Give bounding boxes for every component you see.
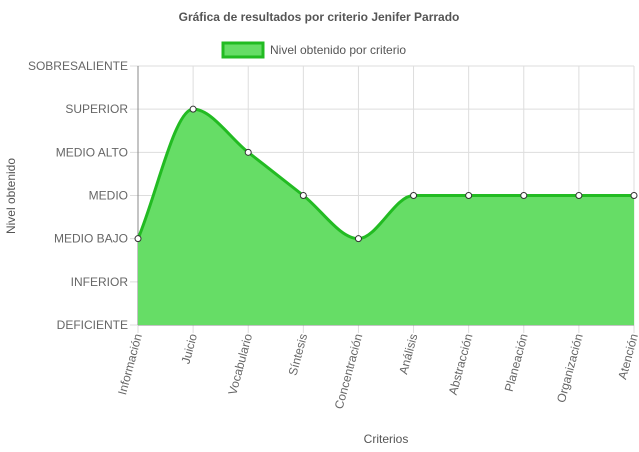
legend-swatch[interactable] (221, 41, 265, 59)
data-point-Síntesis[interactable] (299, 192, 307, 199)
y-tick-label: DEFICIENTE (57, 318, 128, 332)
y-tick-label: SUPERIOR (65, 102, 128, 116)
x-tick-label: Vocabulario (225, 332, 255, 397)
x-tick-label: Organización (554, 332, 586, 404)
x-tick-labels: Información Juicio Vocabulario Síntesis Conc… (115, 332, 639, 411)
data-point-Análisis[interactable] (410, 192, 418, 199)
x-axis-label: Criterios (364, 432, 409, 446)
x-tick-label: Concentración (332, 332, 366, 410)
x-tick-label: Planeación (502, 332, 531, 393)
y-tick-label: INFERIOR (71, 275, 129, 289)
x-tick-label: Atención (615, 332, 639, 381)
data-point-Organización[interactable] (575, 192, 583, 199)
y-tick-labels: DEFICIENTE INFERIOR MEDIO BAJO MEDIO MEDIO A… (28, 59, 128, 332)
y-tick-label: SOBRESALIENTE (28, 59, 128, 73)
series-line (136, 107, 634, 241)
data-point-Abstracción[interactable] (465, 192, 473, 199)
y-tick-label: MEDIO (89, 189, 128, 203)
x-tick-label: Análisis (396, 332, 420, 376)
y-axis-label: Nivel obtenido (4, 158, 18, 234)
legend[interactable]: Nivel obtenido por criterio (221, 41, 406, 59)
x-tick-label: Juicio (179, 332, 201, 366)
plot-area (134, 105, 638, 326)
x-tick-label: Abstracción (446, 332, 476, 396)
y-tick-label: MEDIO ALTO (56, 145, 128, 159)
data-point-Vocabulario[interactable] (244, 148, 252, 156)
data-point-Planeación[interactable] (520, 192, 528, 199)
data-point-Información[interactable] (134, 235, 142, 243)
data-point-Concentración[interactable] (354, 235, 362, 243)
x-tick-label: Síntesis (286, 332, 311, 377)
legend-label[interactable]: Nivel obtenido por criterio (270, 43, 406, 57)
chart-title: Gráfica de resultados por criterio Jenif… (179, 10, 460, 24)
data-point-Juicio[interactable] (189, 105, 197, 113)
x-tick-label: Información (115, 332, 145, 396)
data-point-Atención[interactable] (630, 192, 638, 199)
y-tick-label: MEDIO BAJO (54, 232, 128, 246)
